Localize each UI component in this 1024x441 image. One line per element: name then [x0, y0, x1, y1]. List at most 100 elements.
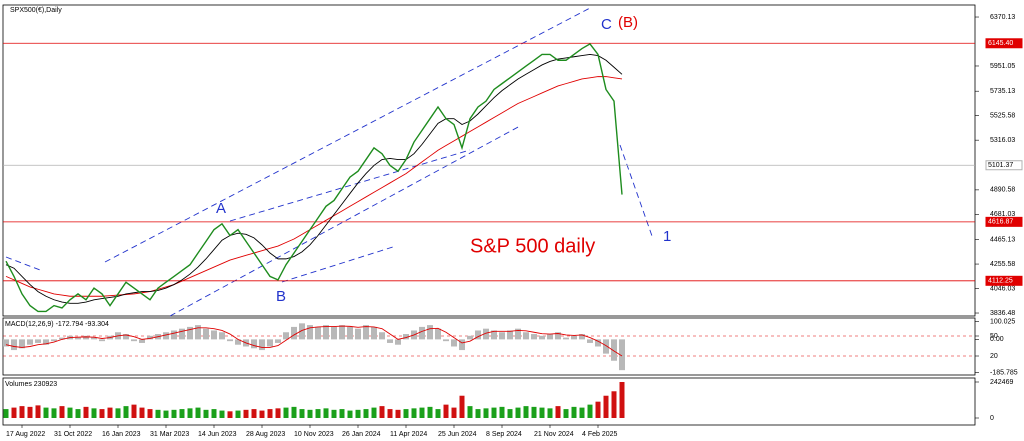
volume-bar [363, 409, 369, 418]
y-tick-label: 4255.58 [990, 261, 1015, 268]
histogram-bar [531, 334, 537, 340]
x-tick-label: 31 Mar 2023 [150, 431, 189, 438]
histogram-bar [451, 339, 457, 347]
volume-bar [179, 409, 185, 418]
volume-bar [459, 395, 465, 418]
volume-bar [315, 409, 321, 418]
histogram-bar [163, 332, 169, 340]
volume-bar [155, 409, 161, 418]
x-tick-label: 10 Nov 2023 [294, 431, 334, 438]
histogram-bar [35, 339, 41, 343]
histogram-bar [227, 339, 233, 342]
volume-bar [419, 407, 425, 418]
x-tick-label: 28 Aug 2023 [246, 431, 285, 438]
channel-base [281, 245, 397, 283]
histogram-bar [275, 339, 281, 343]
volume-bar [331, 409, 337, 418]
histogram-bar [307, 325, 313, 340]
wave-label: 1 [663, 228, 671, 245]
volume-bar [43, 407, 49, 418]
histogram-bar [355, 328, 361, 340]
histogram-bar [443, 339, 449, 342]
volume-bar [91, 408, 97, 418]
histogram-bar [499, 332, 505, 340]
price-label-box [985, 38, 1023, 49]
y-tick-label: 3836.48 [990, 310, 1015, 317]
volume-bar [203, 409, 209, 418]
volume-bar [571, 406, 577, 418]
histogram-bar [371, 326, 377, 340]
histogram-bar [331, 326, 337, 340]
volume-bar [3, 409, 9, 418]
volume-bar [227, 411, 233, 418]
volume-bar [51, 408, 57, 418]
volume-bar [499, 406, 505, 418]
volume-bar [443, 404, 449, 418]
histogram-bar [43, 339, 49, 345]
histogram-bar [187, 326, 193, 340]
histogram-bar [595, 339, 601, 347]
volume-bar [171, 409, 177, 418]
histogram-bar [3, 339, 9, 347]
volume-bar [267, 409, 273, 418]
histogram-bar [403, 334, 409, 340]
volume-bar [163, 410, 169, 418]
histogram-bar [387, 339, 393, 343]
histogram-bar [283, 332, 289, 340]
y-tick-label: 50 [990, 333, 998, 340]
volume-bar [411, 408, 417, 418]
x-tick-label: 4 Feb 2025 [582, 431, 618, 438]
histogram-bar [507, 330, 513, 340]
x-tick-label: 26 Jan 2024 [342, 431, 381, 438]
volume-bar [211, 409, 217, 418]
wave-label: C [601, 16, 612, 33]
volume-bar [483, 408, 489, 418]
y-tick-label: 4465.13 [990, 236, 1015, 243]
channel-upper [104, 7, 591, 263]
wave-label: A [216, 200, 226, 217]
volume-bar [379, 406, 385, 418]
histogram-bar [11, 339, 17, 351]
histogram-bar [171, 330, 177, 340]
histogram-bar [555, 332, 561, 340]
volume-bar [475, 409, 481, 418]
y-tick-label: 6370.13 [990, 14, 1015, 21]
volume-bar [579, 407, 585, 418]
series-line [5, 53, 623, 304]
histogram-bar [611, 339, 617, 361]
x-tick-label: 31 Oct 2022 [54, 431, 92, 438]
histogram-bar [19, 339, 25, 349]
projection [619, 144, 653, 237]
volume-bar [555, 406, 561, 418]
histogram-bar [435, 328, 441, 340]
volume-bar [67, 407, 73, 418]
x-tick-label: 14 Jun 2023 [198, 431, 237, 438]
x-tick-label: 8 Sep 2024 [486, 431, 522, 438]
histogram-bar [91, 337, 97, 340]
histogram-bar [315, 326, 321, 340]
histogram-bar [523, 332, 529, 340]
volume-bar [339, 409, 345, 418]
volume-bar [83, 406, 89, 418]
histogram-bar [203, 328, 209, 340]
histogram-bar [483, 328, 489, 340]
histogram-bar [467, 335, 473, 340]
channel-lower [169, 125, 521, 317]
y-tick-label: 242469 [990, 379, 1013, 386]
volume-bar [523, 406, 529, 418]
price-label-box [985, 275, 1023, 286]
volume-title: Volumes 230923 [5, 381, 57, 388]
series-line [5, 76, 623, 297]
volume-bar [531, 406, 537, 418]
volume-bar [75, 409, 81, 418]
volume-bar [291, 406, 297, 418]
histogram-bar [547, 334, 553, 340]
histogram-bar [291, 326, 297, 340]
volume-bar [195, 407, 201, 418]
volume-bar [603, 395, 609, 418]
volume-bar [387, 409, 393, 418]
wave-label: B [276, 288, 286, 305]
volume-bar [563, 409, 569, 418]
histogram-bar [299, 323, 305, 340]
